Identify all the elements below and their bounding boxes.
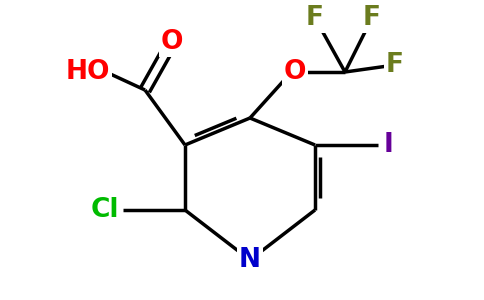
- Text: I: I: [383, 132, 393, 158]
- Text: F: F: [306, 5, 324, 31]
- Text: N: N: [239, 247, 261, 273]
- Text: HO: HO: [66, 59, 110, 85]
- Text: Cl: Cl: [91, 197, 119, 223]
- Text: O: O: [161, 29, 183, 55]
- Text: O: O: [284, 59, 306, 85]
- Text: F: F: [363, 5, 381, 31]
- Text: F: F: [386, 52, 404, 78]
